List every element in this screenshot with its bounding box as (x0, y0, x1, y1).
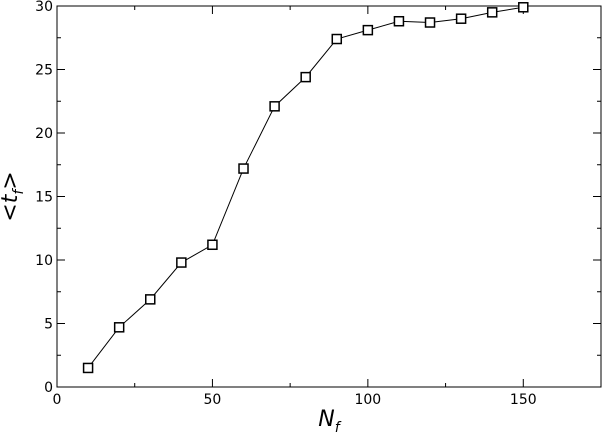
data-point (145, 294, 156, 305)
y-tick-label: 10 (35, 253, 53, 269)
series-markers (82, 2, 529, 374)
data-point (207, 239, 218, 251)
x-tick-label: 0 (53, 392, 62, 408)
x-tick-label: 150 (510, 392, 537, 408)
x-tick-label: 100 (354, 392, 381, 408)
plot-frame (56, 5, 602, 388)
y-tick-label: 30 (35, 0, 53, 15)
series-line (87, 6, 524, 369)
x-axis-title-subscript: f (335, 420, 342, 434)
y-axis-title: <tf> (0, 171, 27, 221)
y-tick-label: 20 (35, 126, 53, 142)
data-point (300, 71, 311, 83)
data-point (238, 163, 249, 174)
y-tick-label: 25 (35, 63, 53, 79)
data-point (176, 257, 187, 268)
y-tick-label: 5 (44, 317, 53, 333)
data-point (455, 13, 467, 24)
x-axis-title-main: N (318, 407, 334, 432)
data-point (486, 7, 498, 18)
x-axis-title: Nf (318, 407, 341, 434)
data-point (331, 33, 343, 45)
data-point (518, 2, 529, 13)
data-point (82, 362, 94, 374)
y-axis-title-subscript: f (11, 188, 27, 195)
y-axis-title-open: <t (0, 193, 23, 221)
y-tick-label: 15 (35, 190, 53, 206)
x-tick-label: 50 (204, 392, 222, 408)
data-point (393, 15, 405, 27)
data-point (424, 17, 436, 28)
data-point (269, 101, 280, 112)
data-point (113, 322, 125, 333)
y-tick-label: 0 (44, 380, 53, 396)
y-axis-title-close: > (0, 171, 23, 189)
y-axis: 0 5 10 15 20 25 30 (35, 0, 601, 396)
data-point (362, 24, 374, 36)
x-axis: 0 50 100 150 (53, 6, 602, 408)
